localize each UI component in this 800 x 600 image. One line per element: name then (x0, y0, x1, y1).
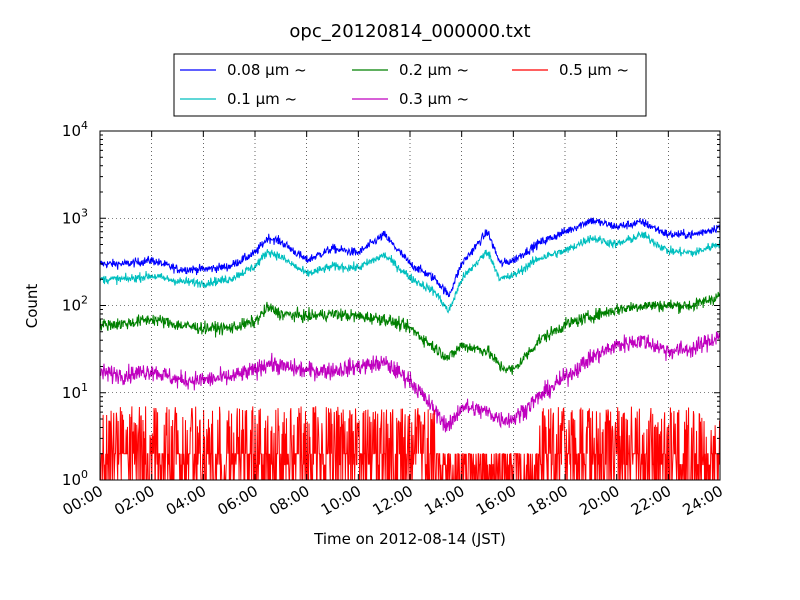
plot-lines (100, 217, 720, 480)
y-tick-label: 102 (62, 294, 88, 315)
series-line-0 (100, 217, 720, 298)
chart-title: opc_20120814_000000.txt (289, 21, 530, 42)
y-tick-label: 100 (62, 468, 88, 489)
legend-label-3: 0.3 μm ~ (399, 90, 469, 108)
y-tick-label: 104 (62, 119, 88, 140)
y-tick-label: 101 (62, 381, 88, 402)
series-line-2 (100, 291, 720, 375)
legend-label-0: 0.08 μm ~ (227, 61, 307, 79)
legend-label-2: 0.2 μm ~ (399, 61, 469, 79)
legend-box (173, 53, 647, 117)
x-axis-label: Time on 2012-08-14 (JST) (313, 530, 506, 548)
grid (100, 131, 720, 480)
y-axis-label: Count (23, 284, 41, 329)
legend-label-1: 0.1 μm ~ (227, 90, 297, 108)
y-ticks: 100 101 102 103 104 (62, 119, 720, 489)
legend-label-4: 0.5 μm ~ (559, 61, 629, 79)
series-line-4 (100, 406, 720, 480)
legend: 0.08 μm ~ 0.1 μm ~ 0.2 μm ~ 0.3 μm ~ 0.5 μm … (173, 53, 647, 117)
y-tick-label: 103 (62, 206, 88, 227)
